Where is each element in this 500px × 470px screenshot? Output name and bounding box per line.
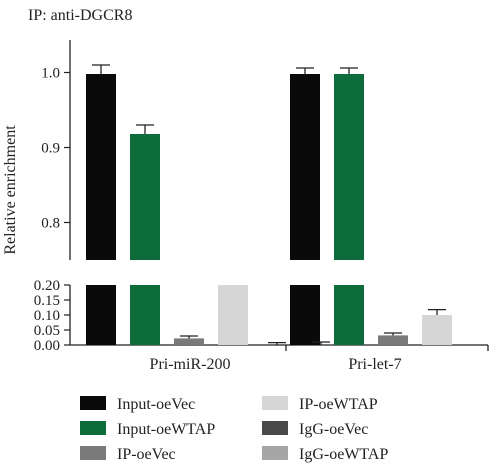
chart-tick-labels: 0.8 0.9 1.0 0.000.050.100.150.20: [34, 66, 60, 355]
y-tick-label: 0.10: [34, 308, 60, 324]
bar: [378, 335, 408, 345]
legend-item: Input-oeVec: [80, 396, 195, 413]
y-axis-label: Relative enrichment: [2, 125, 19, 255]
legend-item: Input-oeWTAP: [80, 421, 215, 438]
legend-item: IgG-oeVec: [262, 421, 368, 438]
legend-swatch: [262, 396, 288, 410]
bar-lower-segment: [334, 285, 364, 345]
y-tick-label: 0.20: [34, 278, 60, 294]
bar-lower-segment: [86, 285, 116, 345]
legend-swatch: [80, 396, 106, 410]
legend-label: Input-oeWTAP: [117, 421, 215, 438]
category-label: Pri-miR-200: [150, 356, 231, 373]
y-tick-label: 0.05: [34, 323, 60, 339]
y-tick-label: 0.00: [34, 338, 60, 354]
legend-swatch: [262, 421, 288, 435]
legend-swatch: [80, 421, 106, 435]
category-label: Pri-let-7: [348, 356, 401, 373]
y-tick-label: 0.15: [34, 293, 60, 309]
y-tick-label: 0.9: [41, 141, 60, 157]
legend-swatch: [262, 446, 288, 460]
legend-swatch: [80, 446, 106, 460]
bar: [86, 74, 116, 260]
bar: [334, 74, 364, 260]
y-tick-label: 0.8: [41, 216, 60, 232]
chart-category-labels: Pri-miR-200 Pri-let-7: [150, 356, 402, 373]
ip-annotation: IP: anti-DGCR8: [28, 7, 132, 24]
bar-lower-segment: [290, 285, 320, 345]
chart-error-bars: [92, 64, 446, 345]
legend-label: IgG-oeWTAP: [299, 446, 388, 463]
chart-axes: [64, 40, 489, 351]
legend-item: IgG-oeWTAP: [262, 446, 388, 463]
bar: [422, 315, 452, 345]
chart-legend: Input-oeVec Input-oeWTAP IP-oeVec IP-oeWTAP…: [80, 396, 388, 463]
legend-label: IP-oeVec: [117, 446, 176, 463]
legend-item: IP-oeVec: [80, 446, 176, 463]
chart-bars: [86, 74, 452, 345]
legend-label: IgG-oeVec: [299, 421, 368, 438]
bar: [174, 338, 204, 345]
y-tick-label: 1.0: [41, 66, 60, 82]
bar-lower-segment: [130, 285, 160, 345]
bar: [218, 285, 248, 345]
bar: [130, 134, 160, 260]
legend-label: IP-oeWTAP: [299, 396, 378, 413]
bar: [290, 74, 320, 260]
legend-label: Input-oeVec: [117, 396, 195, 413]
legend-item: IP-oeWTAP: [262, 396, 378, 413]
